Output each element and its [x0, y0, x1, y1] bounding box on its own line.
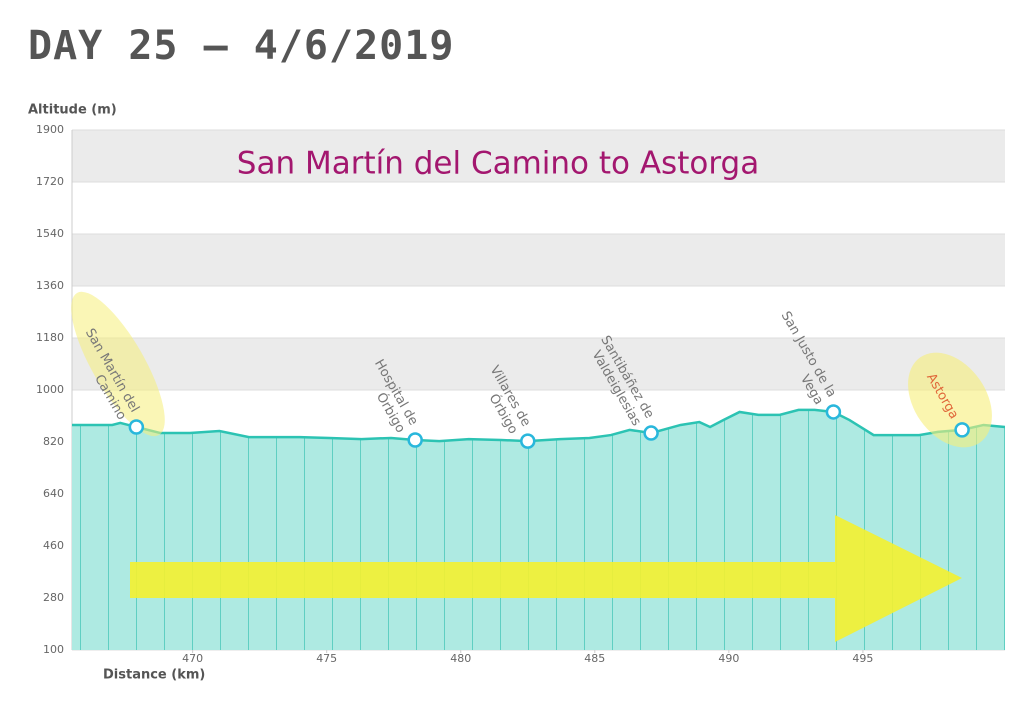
- waypoint: [407, 432, 423, 448]
- band: [72, 338, 1005, 390]
- page-title: DAY 25 — 4/6/2019: [28, 23, 454, 69]
- x-tick-label: 490: [718, 652, 739, 665]
- waypoint: [825, 404, 842, 420]
- y-tick-label: 820: [43, 435, 64, 448]
- line: [72, 408, 1005, 443]
- highlight: [71, 291, 165, 437]
- y-tick-label: 1000: [36, 383, 64, 396]
- band: [72, 130, 1005, 182]
- waypoint: [954, 422, 970, 438]
- x-tick-label: 485: [584, 652, 605, 665]
- y-tick-label: 640: [43, 487, 64, 500]
- waypoint: [643, 425, 659, 441]
- highlight: [908, 352, 992, 448]
- y-tick-label: 460: [43, 539, 64, 552]
- x-axis-title: Distance (km): [103, 668, 205, 683]
- y-tick-label: 1900: [36, 123, 64, 136]
- x-tick-label: 475: [316, 652, 337, 665]
- band: [72, 234, 1005, 286]
- y-tick-label: 1360: [36, 279, 64, 292]
- x-tick-label: 480: [450, 652, 471, 665]
- y-tick-label: 100: [43, 643, 64, 656]
- waypoint: [128, 419, 145, 435]
- y-tick-label: 1180: [36, 331, 64, 344]
- chart-subtitle: San Martín del Camino to Astorga: [237, 146, 759, 182]
- x-tick-label: 470: [182, 652, 203, 665]
- y-axis-title: Altitude (m): [28, 103, 117, 118]
- y-tick-label: 1720: [36, 175, 64, 188]
- y-tick-label: 1540: [36, 227, 64, 240]
- waypoint: [520, 433, 536, 449]
- x-tick-label: 495: [852, 652, 873, 665]
- y-tick-label: 280: [43, 591, 64, 604]
- direction-arrow: [130, 515, 962, 642]
